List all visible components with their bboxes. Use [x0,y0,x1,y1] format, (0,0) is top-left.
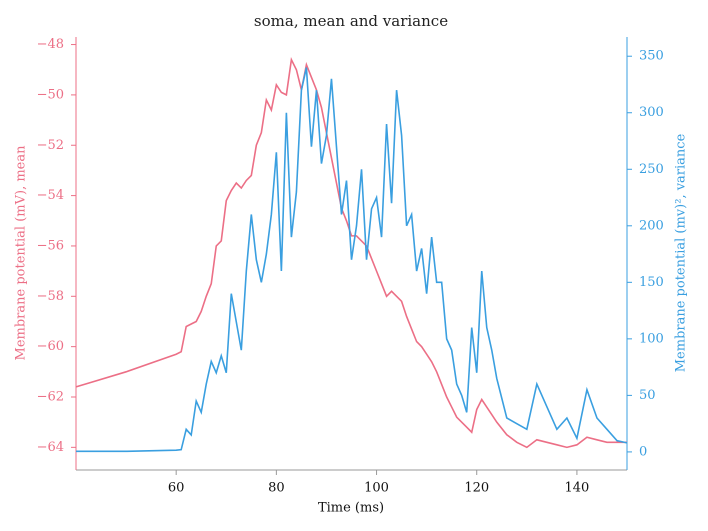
y-tick-label: −48 [37,37,64,52]
y2-tick-label: 150 [639,275,664,290]
x-tick-label: 80 [268,481,285,496]
y-tick-label: −50 [37,87,64,102]
series-line [75,56,627,449]
x-tick-label: 100 [364,481,389,496]
y-tick-label: −58 [37,289,64,304]
y2-tick-label: 100 [639,331,664,346]
chart-title: soma, mean and variance [254,12,448,30]
y-tick-label: −62 [37,389,64,404]
y2-tick-label: 0 [639,444,647,459]
y-axis-label: Membrane potential (mV), mean [14,145,29,361]
y2-tick-label: 250 [639,162,664,177]
y2-tick-label: 300 [639,105,664,120]
x-tick-label: 60 [168,481,185,496]
y-tick-label: −52 [37,138,64,153]
x-tick-label: 140 [564,481,589,496]
y2-tick-label: 350 [639,49,664,64]
y-tick-label: −64 [37,440,64,455]
y2-axis-label: Membrane potential (mv)², variance [674,133,689,372]
series-line [76,67,628,453]
x-tick-label: 120 [464,481,489,496]
y-tick-label: −54 [37,188,64,203]
y-tick-label: −56 [37,238,64,253]
y-tick-label: −60 [37,339,64,354]
y2-tick-label: 200 [639,218,664,233]
x-axis-label: Time (ms) [318,501,384,516]
y2-tick-label: 50 [639,388,656,403]
